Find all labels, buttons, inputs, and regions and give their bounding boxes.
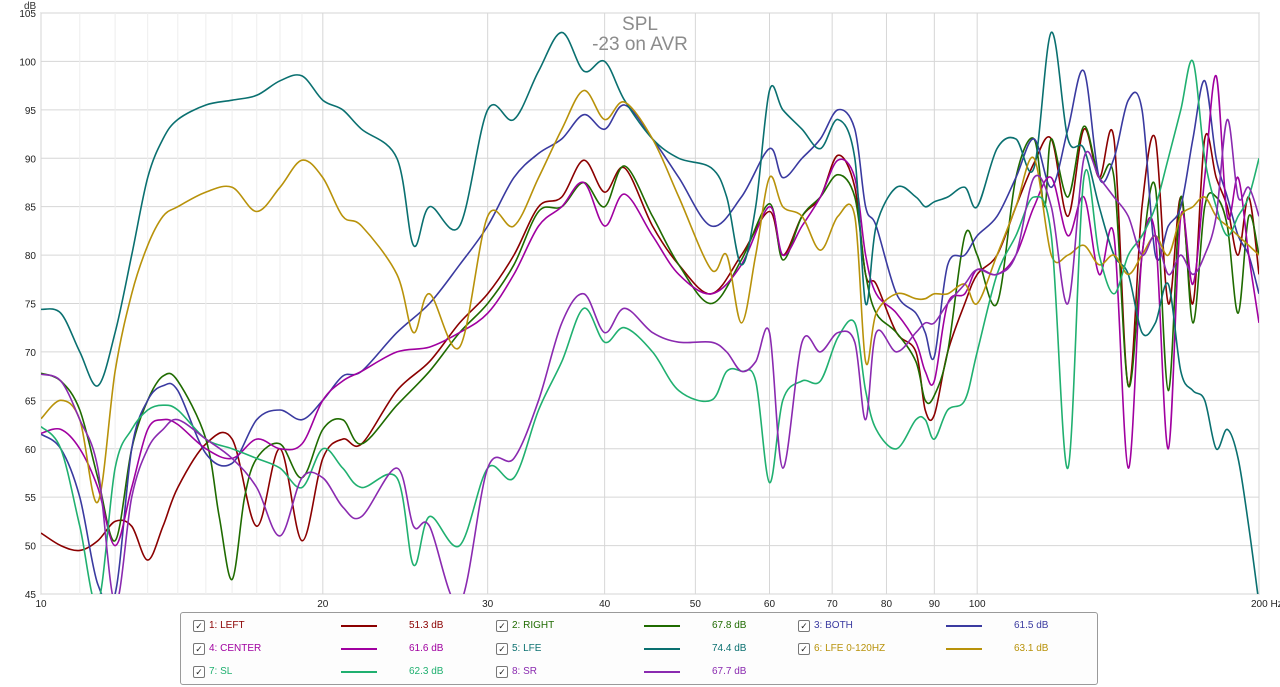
legend-item: ✓ 2: RIGHT 67.8 dB — [496, 617, 786, 635]
legend-label: 5: LFE — [512, 643, 542, 654]
x-tick-label: 200 Hz — [1251, 599, 1280, 610]
x-tick-label: 10 — [35, 599, 47, 610]
legend-value: 67.8 dB — [712, 620, 747, 631]
legend-swatch — [644, 671, 680, 673]
legend-label: 7: SL — [209, 666, 233, 677]
legend-checkbox[interactable]: ✓ — [496, 620, 508, 632]
x-tick-label: 40 — [599, 599, 611, 610]
x-tick-label: 80 — [881, 599, 893, 610]
spl-chart: 45 50 55 60 65 70 75 80 85 90 95 100 105 10 20 30 40 50 6… — [19, 1, 1280, 610]
series-line-4 — [41, 75, 1259, 547]
series-line-6 — [41, 89, 1259, 504]
series-line-1 — [41, 128, 1259, 561]
legend-value: 62.3 dB — [409, 666, 444, 677]
legend-item: ✓ 4: CENTER 61.6 dB — [193, 640, 483, 658]
legend-label: 2: RIGHT — [512, 620, 555, 631]
legend-item: ✓ 3: BOTH 61.5 dB — [798, 617, 1088, 635]
y-tick-label: 80 — [25, 251, 37, 262]
legend-item: ✓ 8: SR 67.7 dB — [496, 663, 786, 681]
legend-swatch — [644, 648, 680, 650]
legend: ✓ 1: LEFT 51.3 dB ✓ 2: RIGHT 67.8 dB ✓ 3: BOTH 6… — [180, 612, 1098, 685]
x-tick-label: 90 — [929, 599, 941, 610]
legend-label: 1: LEFT — [209, 620, 245, 631]
legend-checkbox[interactable]: ✓ — [193, 620, 205, 632]
legend-swatch — [946, 625, 982, 627]
series-line-2 — [41, 125, 1259, 581]
legend-label: 3: BOTH — [814, 620, 853, 631]
legend-item: ✓ 7: SL 62.3 dB — [193, 663, 483, 681]
legend-value: 74.4 dB — [712, 643, 747, 654]
y-axis-unit: dB — [24, 1, 37, 12]
legend-checkbox[interactable]: ✓ — [496, 643, 508, 655]
y-tick-label: 60 — [25, 445, 37, 456]
y-tick-label: 75 — [25, 300, 37, 311]
y-tick-label: 100 — [19, 57, 36, 68]
chart-title: SPL — [622, 14, 658, 35]
legend-swatch — [341, 648, 377, 650]
series-line-7 — [41, 59, 1259, 594]
series-line-8 — [41, 118, 1259, 594]
x-tick-label: 20 — [317, 599, 329, 610]
y-tick-label: 90 — [25, 154, 37, 165]
x-tick-labels: 10 20 30 40 50 60 70 80 90 100 200 Hz — [35, 599, 1280, 610]
legend-item: ✓ 1: LEFT 51.3 dB — [193, 617, 483, 635]
legend-checkbox[interactable]: ✓ — [193, 643, 205, 655]
legend-label: 4: CENTER — [209, 643, 262, 654]
y-tick-label: 50 — [25, 542, 37, 553]
legend-swatch — [946, 648, 982, 650]
legend-label: 6: LFE 0-120HZ — [814, 643, 886, 654]
y-tick-labels: 45 50 55 60 65 70 75 80 85 90 95 100 105 — [19, 9, 36, 601]
series-line-3 — [41, 69, 1259, 594]
y-tick-label: 70 — [25, 348, 37, 359]
legend-value: 61.6 dB — [409, 643, 444, 654]
legend-value: 63.1 dB — [1014, 643, 1049, 654]
legend-item: ✓ 6: LFE 0-120HZ 63.1 dB — [798, 640, 1088, 658]
series-lines — [41, 31, 1259, 594]
legend-value: 67.7 dB — [712, 666, 747, 677]
legend-value: 51.3 dB — [409, 620, 444, 631]
legend-checkbox[interactable]: ✓ — [193, 666, 205, 678]
legend-checkbox[interactable]: ✓ — [798, 643, 810, 655]
legend-checkbox[interactable]: ✓ — [798, 620, 810, 632]
x-tick-label: 50 — [690, 599, 702, 610]
y-tick-label: 85 — [25, 203, 37, 214]
y-tick-label: 95 — [25, 106, 37, 117]
legend-swatch — [644, 625, 680, 627]
chart-subtitle: -23 on AVR — [592, 34, 688, 55]
legend-label: 8: SR — [512, 666, 538, 677]
x-tick-label: 30 — [482, 599, 494, 610]
y-tick-label: 55 — [25, 493, 37, 504]
legend-swatch — [341, 671, 377, 673]
y-tick-label: 45 — [25, 590, 37, 601]
legend-item: ✓ 5: LFE 74.4 dB — [496, 640, 786, 658]
x-tick-label: 70 — [827, 599, 839, 610]
legend-checkbox[interactable]: ✓ — [496, 666, 508, 678]
x-tick-label: 100 — [969, 599, 986, 610]
legend-value: 61.5 dB — [1014, 620, 1049, 631]
y-tick-label: 105 — [19, 9, 36, 20]
x-tick-label: 60 — [764, 599, 776, 610]
legend-swatch — [341, 625, 377, 627]
y-tick-label: 65 — [25, 396, 37, 407]
